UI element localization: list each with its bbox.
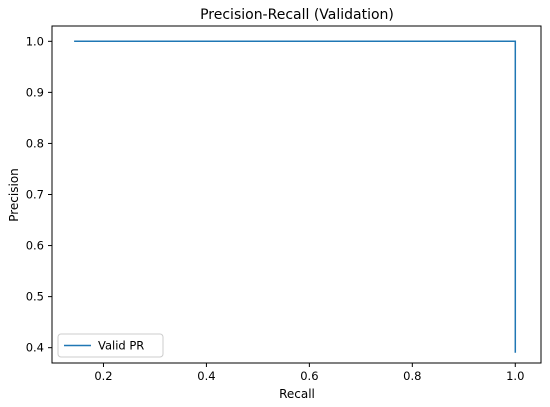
y-tick-label: 0.6 [26,239,44,253]
y-tick-label: 0.9 [26,85,44,99]
y-tick-label: 1.0 [26,34,44,48]
series-line-valid-pr [74,40,517,353]
x-tick-label: 0.2 [94,369,112,383]
x-tick-label: 0.6 [300,369,318,383]
series-layer [74,40,517,353]
y-tick-label: 0.4 [26,341,44,355]
x-axis-label: Recall [279,387,315,401]
x-tick-label: 0.4 [197,369,215,383]
legend-label-valid-pr: Valid PR [98,339,144,353]
x-ticks: 0.2 0.4 0.6 0.8 1.0 [94,363,524,383]
chart-title: Precision-Recall (Validation) [200,7,394,23]
x-tick-label: 0.8 [403,369,421,383]
y-tick-label: 0.8 [26,136,44,150]
y-tick-label: 0.5 [26,290,44,304]
y-axis-label: Precision [7,168,21,222]
y-tick-label: 0.7 [26,188,44,202]
legend-box [57,333,164,358]
plot-area [51,25,542,364]
x-tick-label: 1.0 [506,369,524,383]
legend: Valid PR [57,333,164,358]
axes [51,25,542,364]
y-ticks: 0.4 0.5 0.6 0.7 0.8 0.9 1.0 [26,34,52,355]
